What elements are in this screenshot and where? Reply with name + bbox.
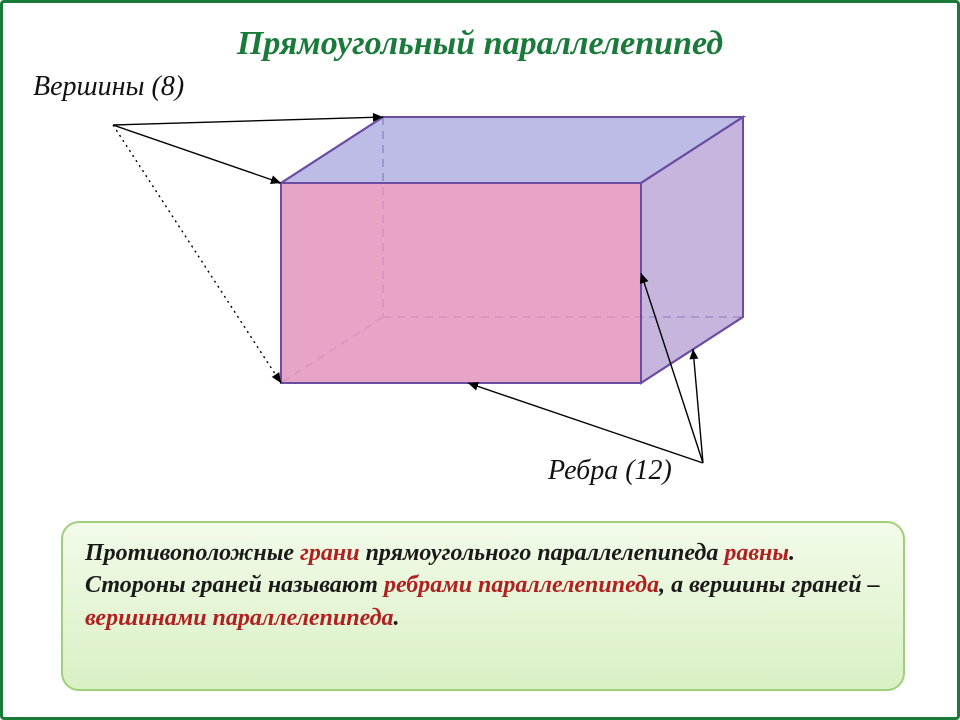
info-keyword: равны: [724, 540, 789, 566]
info-keyword: грани: [300, 540, 360, 566]
info-keyword: вершинами параллелепипеда: [85, 605, 394, 631]
parallelepiped-diagram: [213, 103, 773, 463]
slide-frame: Прямоугольный параллелепипед Вершины (8)…: [0, 0, 960, 720]
info-text: прямоугольного параллелепипеда: [360, 540, 725, 566]
info-box: Противоположные грани прямоугольного пар…: [61, 521, 905, 691]
vertices-label: Вершины (8): [33, 71, 184, 103]
slide-title: Прямоугольный параллелепипед: [43, 25, 917, 63]
info-text: , а вершины граней –: [659, 572, 880, 598]
info-text: .: [789, 540, 795, 566]
info-text: Стороны граней называют: [85, 572, 384, 598]
info-text: Противоположные: [85, 540, 300, 566]
info-keyword: ребрами параллелепипеда: [384, 572, 659, 598]
info-text: .: [394, 605, 400, 631]
